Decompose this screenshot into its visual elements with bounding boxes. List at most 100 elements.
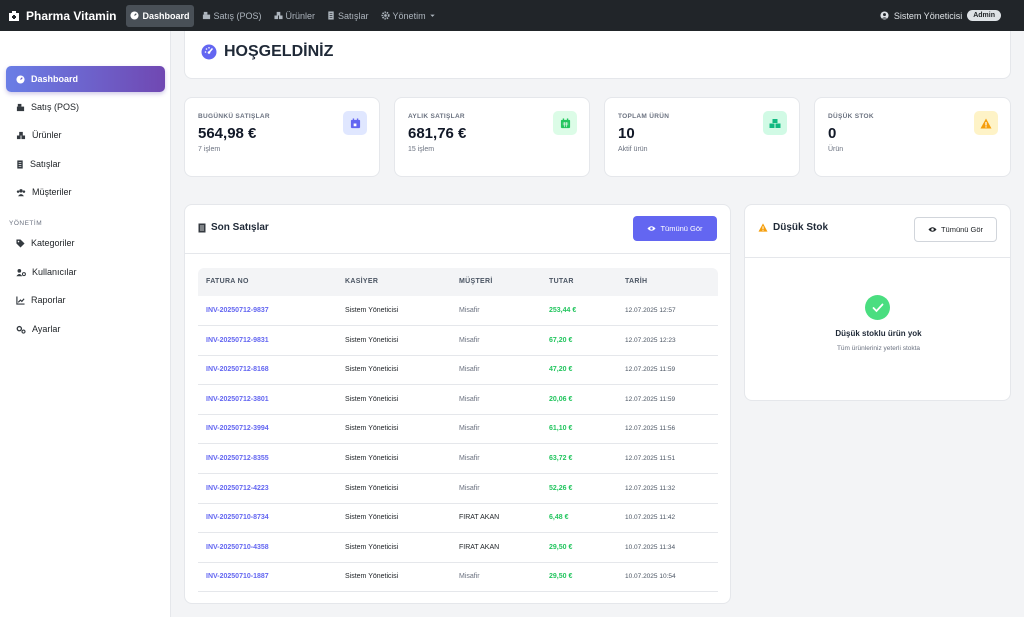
- customer-cell: Misafir: [459, 425, 480, 433]
- recent-sales-title: Son Satışlar: [198, 222, 269, 233]
- customer-cell: Misafir: [459, 455, 480, 462]
- boxes-icon: [16, 131, 26, 139]
- cashier-cell: Sistem Yöneticisi: [345, 514, 399, 522]
- warning-icon: [974, 111, 998, 135]
- user-menu[interactable]: Sistem Yöneticisi Admin: [880, 10, 1001, 21]
- table-row: INV-20250712-8168 Sistem Yöneticisi Misafi…: [198, 355, 718, 386]
- column-header: KASİYER: [345, 278, 379, 285]
- gears-icon: [16, 325, 26, 334]
- date-cell: 10.07.2025 11:34: [625, 543, 676, 551]
- cash-register-icon: [16, 103, 25, 111]
- sidebar-item-label: Satışlar: [30, 159, 61, 169]
- amount-cell: 47,20 €: [549, 366, 573, 374]
- sidebar-item-users[interactable]: Kullanıcılar: [6, 259, 165, 285]
- sidebar-item-dashboard[interactable]: Dashboard: [6, 66, 165, 92]
- sidebar-item-customers[interactable]: Müşteriler: [6, 179, 165, 205]
- date-cell: 12.07.2025 11:51: [625, 455, 676, 462]
- divider: [745, 257, 1010, 258]
- receipt-icon: [328, 11, 334, 20]
- user-circle-icon: [880, 11, 889, 20]
- sidebar-item-settings[interactable]: Ayarlar: [6, 316, 165, 342]
- table-row: INV-20250712-9837 Sistem Yöneticisi Misafi…: [198, 296, 718, 326]
- cashier-cell: Sistem Yöneticisi: [345, 366, 399, 374]
- sidebar-item-label: Satış (POS): [31, 102, 80, 112]
- stat-value: 0: [828, 125, 837, 142]
- invoice-link[interactable]: INV-20250712-9837: [206, 307, 269, 314]
- sidebar-item-sales[interactable]: Satışlar: [6, 151, 165, 177]
- customer-cell: Misafir: [459, 484, 480, 492]
- nav-sales[interactable]: Satışlar: [323, 5, 373, 27]
- sidebar-item-categories[interactable]: Kategoriler: [6, 230, 165, 256]
- cashier-cell: Sistem Yöneticisi: [345, 336, 399, 344]
- stat-sub: 15 işlem: [408, 146, 435, 153]
- stat-sub: Ürün: [828, 146, 844, 153]
- divider: [185, 253, 730, 254]
- receipt-icon: [198, 223, 206, 232]
- low-stock-card: Düşük Stok Tümünü Gör Düşük stoklu ürün …: [744, 204, 1011, 401]
- receipt-icon: [17, 159, 23, 169]
- sidebar-item-label: Müşteriler: [32, 187, 72, 197]
- sidebar: Dashboard Satış (POS) Ürünler Satışlar M…: [0, 31, 171, 617]
- brand[interactable]: Pharma Vitamin: [8, 9, 116, 23]
- customer-cell: FIRAT AKAN: [459, 543, 500, 551]
- speedometer-icon: [130, 11, 140, 20]
- stat-value: 681,76 €: [408, 125, 467, 142]
- cashier-cell: Sistem Yöneticisi: [345, 395, 399, 403]
- check-circle-icon: [865, 295, 890, 320]
- eye-icon: [647, 226, 656, 231]
- customer-cell: Misafir: [459, 573, 480, 581]
- invoice-link[interactable]: INV-20250710-8734: [206, 514, 269, 522]
- clinic-icon: [9, 10, 19, 21]
- amount-cell: 63,72 €: [549, 455, 573, 462]
- stat-label: TOPLAM ÜRÜN: [618, 113, 670, 120]
- nav-dashboard[interactable]: Dashboard: [126, 4, 194, 27]
- nav-pos[interactable]: Satış (POS): [198, 5, 266, 27]
- invoice-link[interactable]: INV-20250712-4223: [206, 484, 269, 492]
- recent-sales-card: Son Satışlar Tümünü Gör FATURA NO KASİYE…: [184, 204, 731, 604]
- invoice-link[interactable]: INV-20250710-1887: [206, 573, 269, 581]
- invoice-link[interactable]: INV-20250712-8168: [206, 366, 269, 374]
- speedometer-icon: [16, 74, 25, 84]
- invoice-link[interactable]: INV-20250712-3994: [206, 425, 269, 433]
- sidebar-item-reports[interactable]: Raporlar: [6, 287, 165, 313]
- brand-name: Pharma Vitamin: [26, 8, 117, 23]
- view-all-sales-label: Tümünü Gör: [660, 224, 703, 233]
- invoice-link[interactable]: INV-20250712-3801: [206, 395, 269, 403]
- chart-line-icon: [16, 295, 25, 305]
- view-all-sales-button[interactable]: Tümünü Gör: [633, 216, 717, 241]
- user-name: Sistem Yöneticisi: [893, 10, 963, 21]
- recent-sales-title-text: Son Satışlar: [211, 222, 269, 233]
- nav-products[interactable]: Ürünler: [270, 5, 320, 27]
- stat-card-low-stock: DÜŞÜK STOK 0 Ürün: [814, 97, 1011, 177]
- column-header: TARİH: [625, 278, 648, 285]
- table-row: INV-20250712-9831 Sistem Yöneticisi Misafi…: [198, 326, 718, 356]
- stat-label: AYLIK SATIŞLAR: [408, 113, 465, 120]
- calendar-month-icon: [553, 111, 577, 135]
- view-all-low-stock-button[interactable]: Tümünü Gör: [914, 217, 997, 242]
- boxes-icon: [763, 111, 787, 135]
- invoice-link[interactable]: INV-20250712-8355: [206, 455, 269, 462]
- stat-card-monthly-sales: AYLIK SATIŞLAR 681,76 € 15 işlem: [394, 97, 590, 177]
- sidebar-item-label: Kategoriler: [31, 238, 75, 248]
- boxes-icon: [273, 11, 283, 20]
- sidebar-item-label: Raporlar: [31, 295, 66, 305]
- invoice-link[interactable]: INV-20250712-9831: [206, 336, 269, 344]
- stat-card-today-sales: BUGÜNKÜ SATIŞLAR 564,98 € 7 işlem: [184, 97, 380, 177]
- table-row: INV-20250712-8355 Sistem Yöneticisi Misafi…: [198, 444, 718, 474]
- welcome-card: HOŞGELDİNİZ: [184, 31, 1011, 79]
- empty-state-subtitle: Tüm ürünleriniz yeterli stokta: [836, 345, 921, 352]
- top-navbar: Pharma Vitamin Dashboard Satış (POS) Ürü…: [0, 0, 1024, 31]
- low-stock-title: Düşük Stok: [758, 222, 828, 233]
- nav-management[interactable]: Yönetim: [377, 5, 443, 27]
- eye-icon: [928, 227, 937, 232]
- date-cell: 12.07.2025 12:23: [625, 336, 676, 344]
- sidebar-item-pos[interactable]: Satış (POS): [6, 94, 165, 120]
- customer-cell: FIRAT AKAN: [459, 514, 500, 522]
- amount-cell: 61,10 €: [549, 425, 573, 433]
- invoice-link[interactable]: INV-20250710-4358: [206, 543, 269, 551]
- stat-sub: 7 işlem: [198, 146, 221, 153]
- amount-cell: 6,48 €: [549, 514, 569, 522]
- sidebar-item-products[interactable]: Ürünler: [6, 122, 165, 148]
- table-row: INV-20250712-3994 Sistem Yöneticisi Misafi…: [198, 414, 718, 445]
- page-title: HOŞGELDİNİZ: [201, 43, 333, 61]
